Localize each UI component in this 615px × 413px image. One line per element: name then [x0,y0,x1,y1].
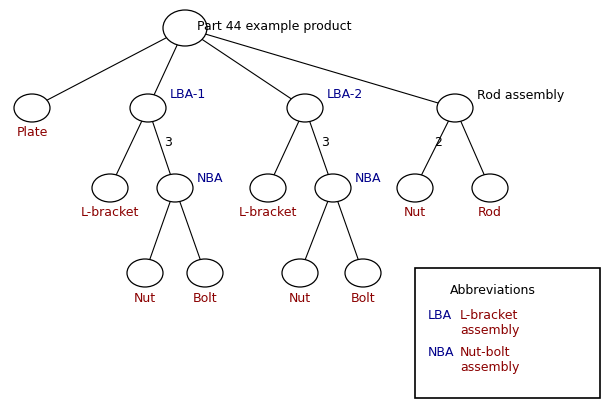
Text: Nut: Nut [134,291,156,304]
Ellipse shape [397,175,433,202]
Text: Rod assembly: Rod assembly [477,88,564,101]
Ellipse shape [282,259,318,287]
Ellipse shape [250,175,286,202]
Text: Bolt: Bolt [192,291,217,304]
Text: Nut: Nut [289,291,311,304]
Text: L-bracket: L-bracket [239,206,297,219]
Text: 2: 2 [434,135,442,148]
Text: L-bracket: L-bracket [81,206,139,219]
Text: Plate: Plate [17,126,48,139]
Text: L-bracket
assembly: L-bracket assembly [460,308,520,336]
Ellipse shape [14,95,50,123]
Text: 3: 3 [164,135,172,148]
Ellipse shape [287,95,323,123]
Text: Rod: Rod [478,206,502,219]
Ellipse shape [437,95,473,123]
Text: Bolt: Bolt [351,291,375,304]
Bar [415,268,600,398]
Ellipse shape [345,259,381,287]
Text: Nut: Nut [404,206,426,219]
Text: NBA: NBA [197,172,223,185]
Text: NBA: NBA [428,345,454,358]
Ellipse shape [130,95,166,123]
Ellipse shape [187,259,223,287]
Text: LBA-2: LBA-2 [327,88,363,101]
Ellipse shape [127,259,163,287]
Ellipse shape [472,175,508,202]
Ellipse shape [315,175,351,202]
Text: 3: 3 [321,135,329,148]
Text: Part 44 example product: Part 44 example product [197,19,352,33]
Ellipse shape [92,175,128,202]
Text: Abbreviations: Abbreviations [450,283,536,296]
Text: Nut-bolt
assembly: Nut-bolt assembly [460,345,520,373]
Text: NBA: NBA [355,172,381,185]
Ellipse shape [157,175,193,202]
Ellipse shape [163,11,207,47]
Text: LBA-1: LBA-1 [170,88,206,101]
Text: LBA: LBA [428,308,452,321]
